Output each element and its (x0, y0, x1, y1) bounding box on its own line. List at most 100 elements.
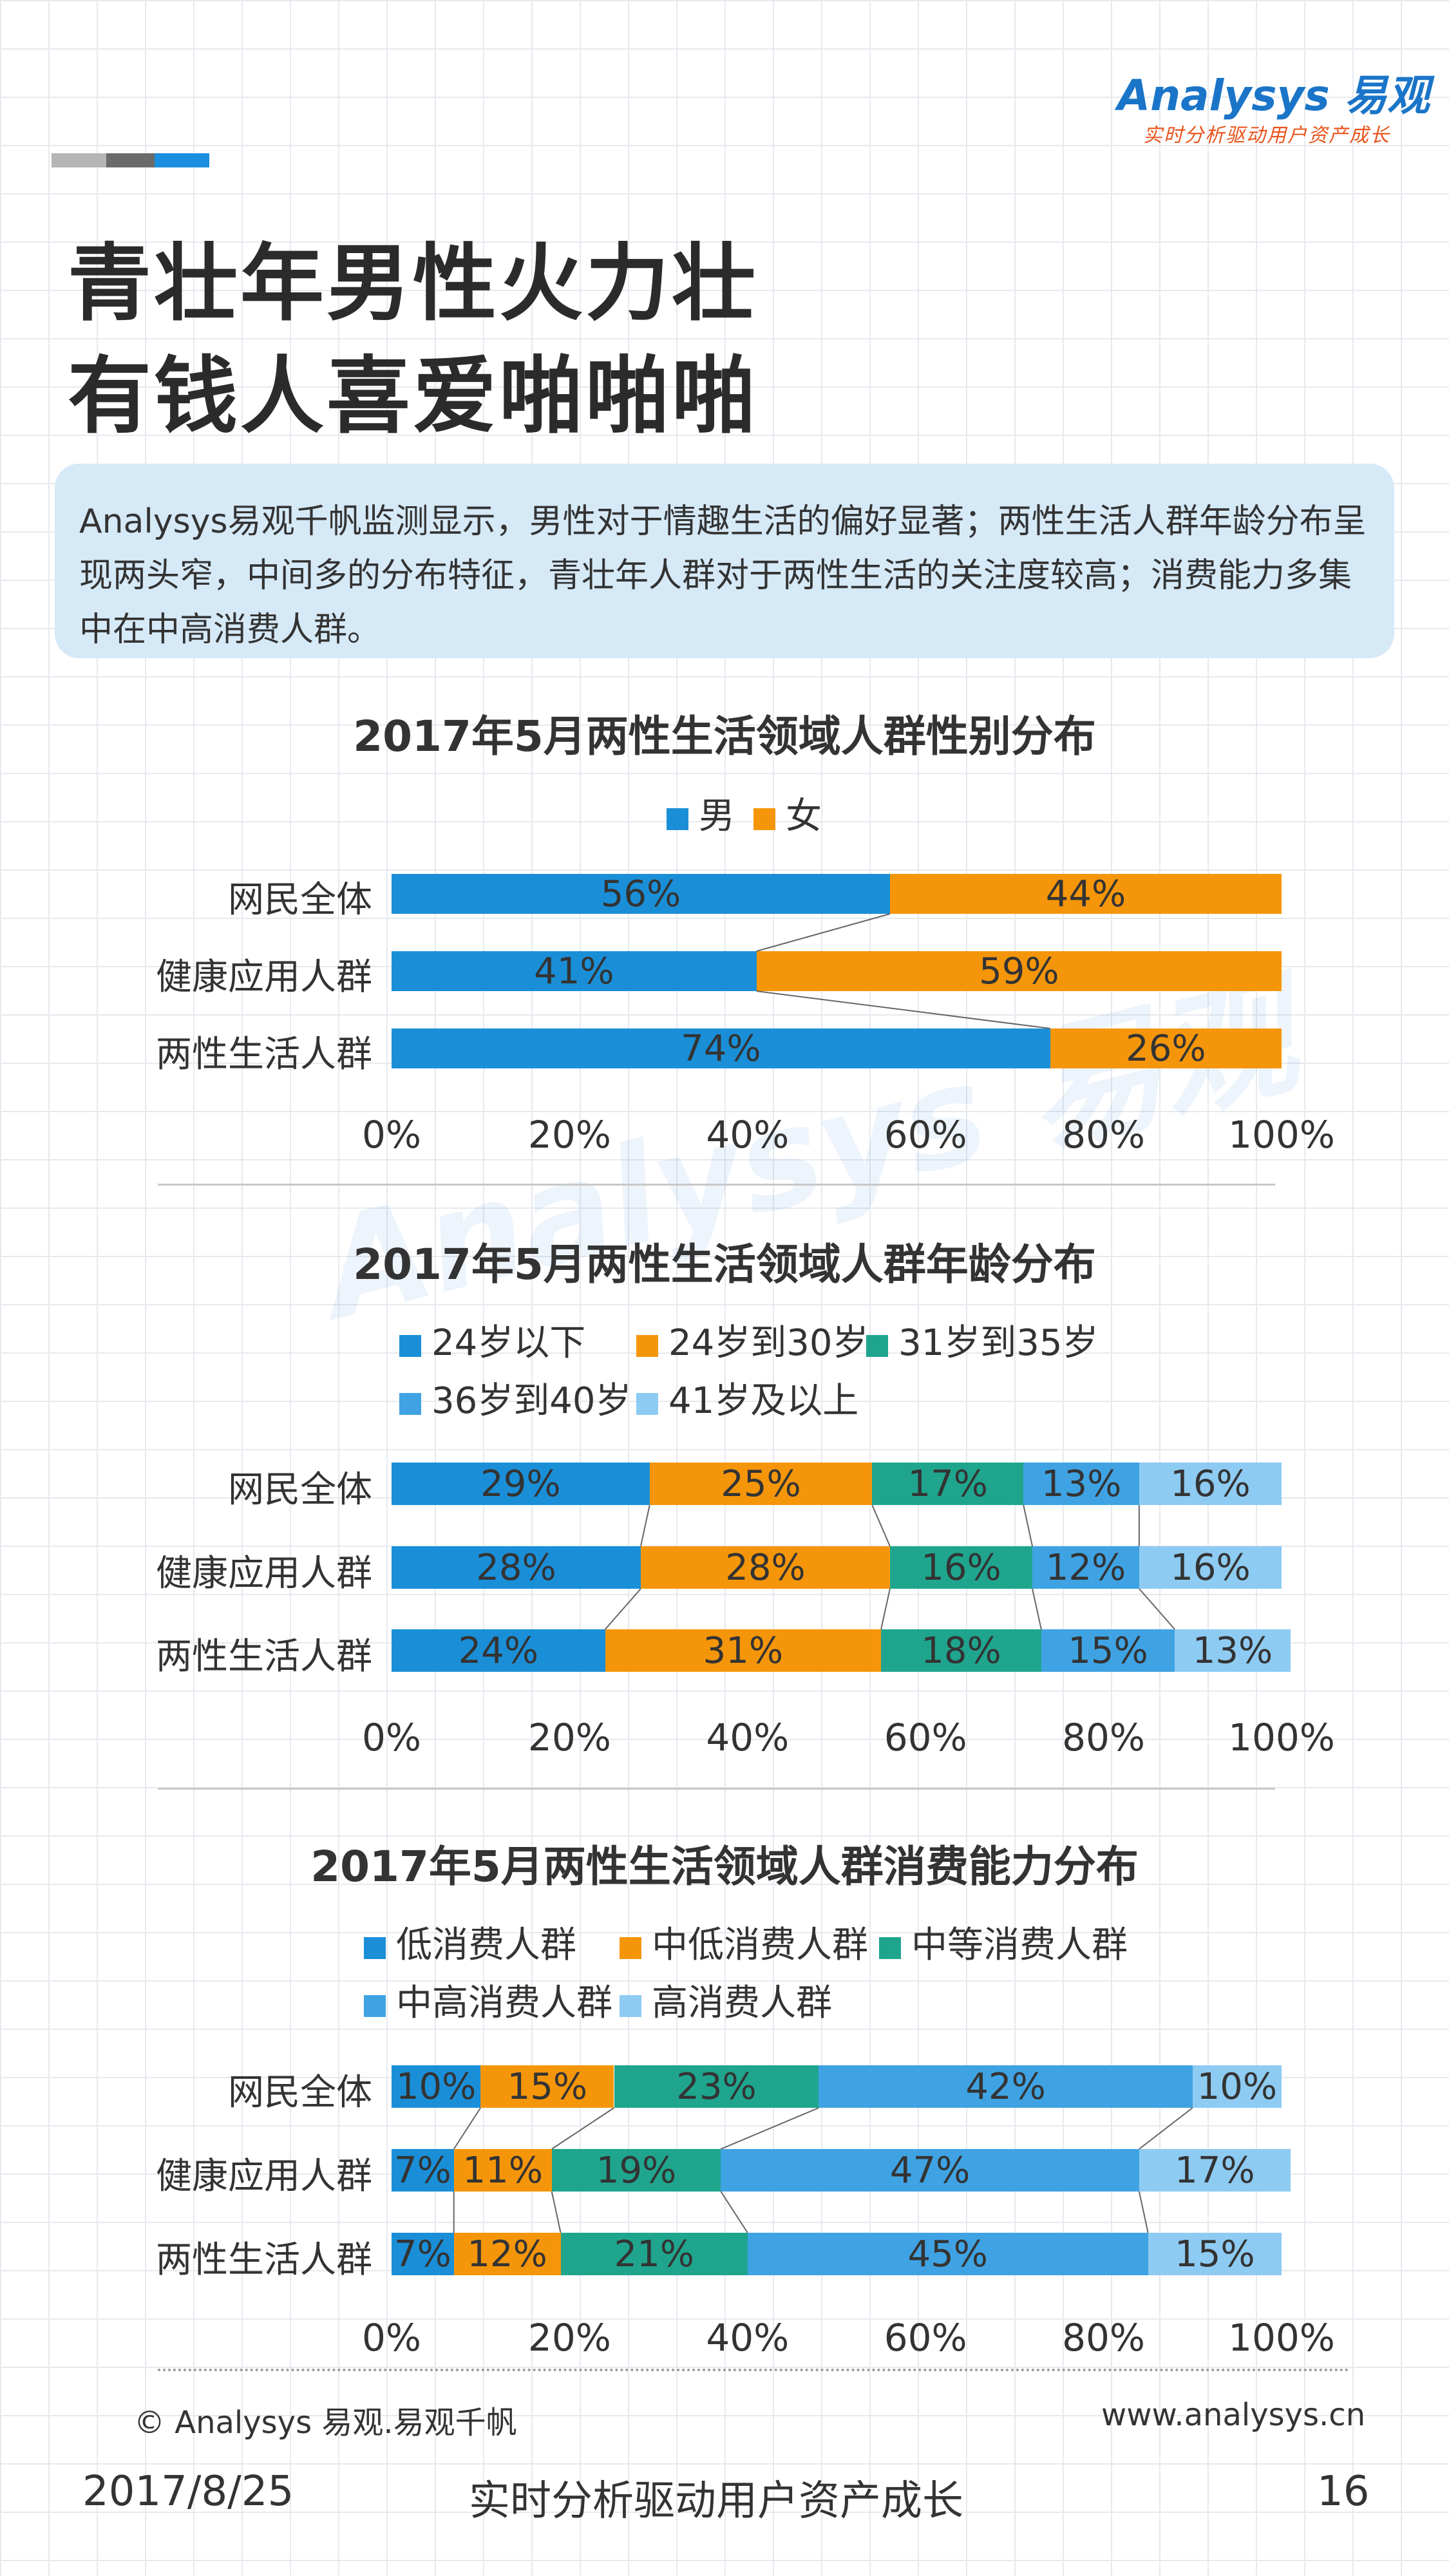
legend-swatch (879, 1937, 901, 1959)
bar-segment: 7% (392, 2149, 454, 2192)
legend-item: 高消费人群 (620, 1974, 832, 2026)
footer-date: 2017/8/25 (82, 2468, 294, 2515)
legend-swatch (753, 808, 775, 830)
bar-segment: 29% (392, 1463, 650, 1505)
connector-line (639, 1504, 650, 1547)
category-label: 网民全体 (228, 2072, 372, 2114)
connector-line (1032, 1588, 1042, 1630)
legend-item: 41岁及以上 (636, 1372, 858, 1424)
bar-segment: 41% (392, 951, 757, 991)
legend-item: 24岁以下 (399, 1314, 585, 1366)
legend-swatch (620, 1937, 641, 1959)
website-link[interactable]: www.analysys.cn (1101, 2397, 1366, 2433)
axis-tick-label: 100% (1228, 1716, 1335, 1759)
legend-label: 中等消费人群 (911, 1924, 1128, 1966)
legend-swatch (399, 1335, 421, 1357)
headline-line-1: 青壮年男性火力壮 (68, 234, 759, 332)
page-number: 16 (1317, 2468, 1370, 2515)
bar-segment: 59% (756, 951, 1282, 991)
category-label: 健康应用人群 (156, 1553, 372, 1595)
axis-tick-label: 20% (527, 2316, 611, 2360)
footer-slogan: 实时分析驱动用户资产成长 (469, 2477, 963, 2525)
category-label: 健康应用人群 (156, 956, 372, 998)
deco-bar-blue (155, 153, 209, 167)
axis-tick-label: 20% (527, 1113, 611, 1157)
legend-item: 中高消费人群 (364, 1974, 612, 2026)
bar-segment: 21% (560, 2233, 748, 2275)
category-label: 两性生活人群 (156, 2239, 372, 2281)
legend-swatch (399, 1393, 421, 1415)
bar-segment: 44% (889, 874, 1282, 914)
connector-line (871, 1504, 891, 1547)
bar-segment: 10% (1192, 2065, 1282, 2108)
analysys-logo: Analysys 易观 实时分析驱动用户资产成长 (1117, 61, 1430, 151)
bar-segment: 15% (480, 2065, 614, 2108)
bar-segment: 26% (1050, 1028, 1282, 1068)
legend-swatch (866, 1335, 888, 1357)
bar-segment: 17% (1139, 2149, 1291, 2192)
axis-tick-label: 80% (1062, 1716, 1146, 1759)
category-label: 网民全体 (228, 1469, 372, 1511)
bar-segment: 56% (392, 874, 890, 914)
legend-label: 24岁到30岁 (668, 1322, 869, 1364)
copyright-text: © Analysys 易观.易观千帆 (134, 2405, 517, 2441)
bar-segment: 7% (392, 2233, 454, 2275)
bar-segment: 42% (819, 2065, 1193, 2108)
connector-line (880, 1588, 891, 1630)
deco-bar-light (52, 153, 106, 167)
connector-line (1139, 2107, 1193, 2150)
summary-text: Analysys易观千帆监测显示，男性对于情趣生活的偏好显著；两性生活人群年龄分… (79, 502, 1367, 649)
axis-tick-label: 40% (706, 1113, 790, 1157)
legend-item: 女 (753, 787, 822, 839)
legend-label: 低消费人群 (396, 1924, 576, 1966)
bar-segment: 74% (392, 1028, 1050, 1068)
connector-line (720, 2107, 819, 2150)
connector-line (756, 913, 891, 952)
chart-title: 2017年5月两性生活领域人群消费能力分布 (310, 1842, 1139, 1891)
legend-item: 中等消费人群 (879, 1916, 1128, 1968)
axis-tick-label: 20% (527, 1716, 611, 1759)
headline-line-2: 有钱人喜爱啪啪啪 (68, 347, 759, 445)
legend-swatch (364, 1995, 386, 2017)
deco-bar-dark (106, 153, 155, 167)
axis-tick-label: 0% (361, 1716, 421, 1759)
connector-line (453, 2107, 482, 2150)
bar-segment: 12% (1032, 1546, 1139, 1589)
header-decoration-bars (52, 153, 209, 167)
legend-swatch (620, 1995, 641, 2017)
legend-label: 高消费人群 (652, 1982, 832, 2024)
footer-divider (158, 2369, 1349, 2371)
bar-segment: 15% (1041, 1629, 1175, 1672)
connector-line (720, 2191, 748, 2233)
bar-segment: 11% (453, 2149, 552, 2192)
logo-text: Analysys 易观 (1117, 71, 1430, 120)
bar-segment: 12% (453, 2233, 561, 2275)
legend-label: 41岁及以上 (668, 1380, 859, 1422)
legend-label: 中低消费人群 (652, 1924, 868, 1966)
legend-swatch (667, 808, 688, 830)
bar-segment: 16% (1139, 1546, 1282, 1589)
connector-line (551, 2107, 615, 2150)
legend-item: 中低消费人群 (620, 1916, 868, 1968)
bar-segment: 10% (392, 2065, 481, 2108)
chart-title: 2017年5月两性生活领域人群年龄分布 (353, 1240, 1096, 1289)
summary-box: Analysys易观千帆监测显示，男性对于情趣生活的偏好显著；两性生活人群年龄分… (55, 464, 1394, 658)
legend-label: 24岁以下 (431, 1322, 586, 1364)
bar-segment: 13% (1175, 1629, 1291, 1672)
bar-segment: 47% (721, 2149, 1139, 2192)
legend-label: 女 (786, 795, 822, 837)
axis-tick-label: 80% (1062, 2316, 1146, 2360)
axis-tick-label: 100% (1228, 1113, 1335, 1157)
legend-item: 36岁到40岁 (399, 1372, 632, 1424)
legend-item: 低消费人群 (364, 1916, 576, 1968)
connector-line (1138, 2191, 1149, 2233)
bar-segment: 24% (392, 1629, 605, 1672)
bar-segment: 28% (640, 1546, 890, 1589)
legend-item: 男 (667, 787, 735, 839)
chart-separator (158, 1184, 1275, 1186)
bar-segment: 16% (1139, 1463, 1282, 1505)
legend-swatch (364, 1937, 386, 1959)
bar-segment: 17% (872, 1463, 1024, 1505)
legend-swatch (636, 1335, 658, 1357)
category-label: 两性生活人群 (156, 1636, 372, 1678)
